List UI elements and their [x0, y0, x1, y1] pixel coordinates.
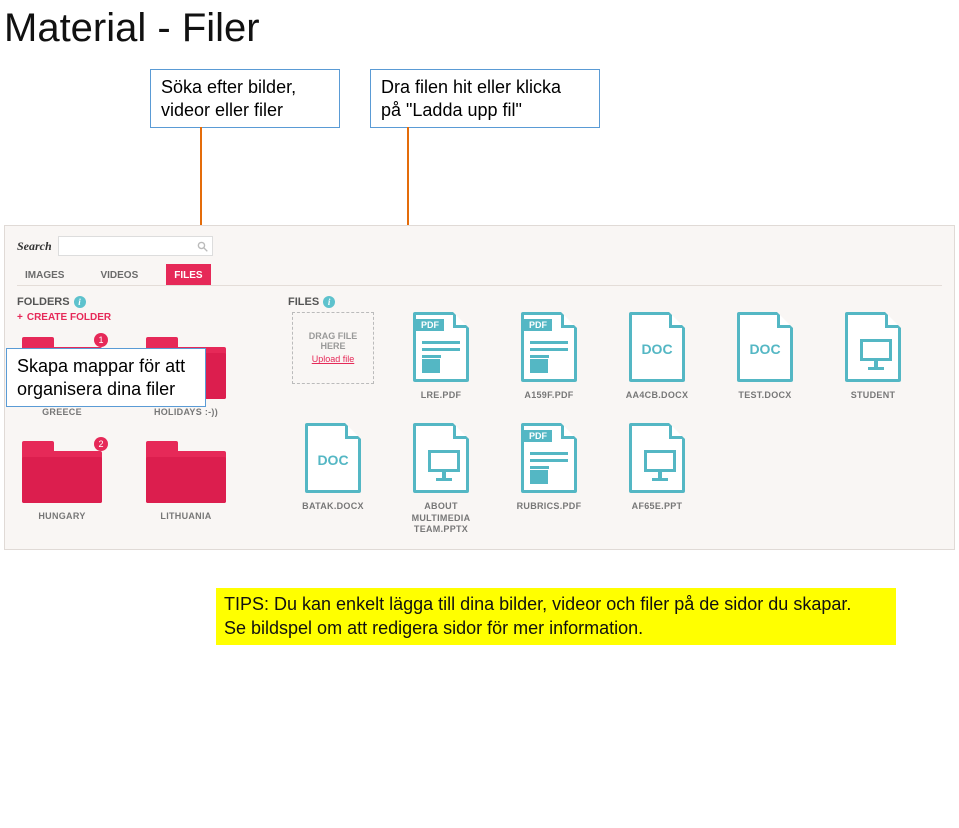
file-item[interactable]: AF65E.PPT — [612, 423, 702, 535]
doc-file-icon: DOC — [729, 312, 801, 384]
file-label: STUDENT — [828, 390, 918, 401]
callout-organize: Skapa mappar för att organisera dina fil… — [6, 348, 206, 407]
folder-badge: 1 — [94, 333, 108, 347]
file-item[interactable]: PDF RUBRICS.PDF — [504, 423, 594, 535]
file-item[interactable]: STUDENT — [828, 312, 918, 401]
folder-label: HUNGARY — [17, 511, 107, 521]
pdf-file-icon: PDF — [513, 312, 585, 384]
folder-label: GREECE — [17, 407, 107, 417]
file-item[interactable]: PDF LRE.PDF — [396, 312, 486, 401]
file-label: AA4CB.DOCX — [612, 390, 702, 401]
file-label: TEST.DOCX — [720, 390, 810, 401]
tab-files[interactable]: FILES — [166, 264, 210, 285]
folder-badge: 2 — [94, 437, 108, 451]
upload-dropzone[interactable]: DRAG FILEHERE Upload file — [292, 312, 374, 384]
ppt-file-icon — [405, 423, 477, 495]
file-label: RUBRICS.PDF — [504, 501, 594, 512]
folder-label: HOLIDAYS :-)) — [141, 407, 231, 417]
file-label: BATAK.DOCX — [288, 501, 378, 512]
file-item[interactable]: DOC AA4CB.DOCX — [612, 312, 702, 401]
file-label: LRE.PDF — [396, 390, 486, 401]
file-label: A159F.PDF — [504, 390, 594, 401]
file-item[interactable]: PDF A159F.PDF — [504, 312, 594, 401]
tips-line1: TIPS: Du kan enkelt lägga till dina bild… — [224, 592, 888, 616]
folder-label: LITHUANIA — [141, 511, 231, 521]
file-label: ABOUT MULTIMEDIA TEAM.PPTX — [396, 501, 486, 535]
tips-line2: Se bildspel om att redigera sidor för me… — [224, 616, 888, 640]
page-title: Material - Filer — [0, 0, 959, 69]
files-heading: FILES — [288, 296, 319, 308]
arrow-icon — [200, 127, 202, 239]
folder-icon: 2 — [22, 441, 102, 503]
tab-images[interactable]: IMAGES — [17, 264, 72, 285]
file-item[interactable]: DOC BATAK.DOCX — [288, 423, 378, 535]
info-icon[interactable]: i — [323, 296, 335, 308]
create-folder-button[interactable]: +CREATE FOLDER — [17, 312, 272, 323]
doc-file-icon: DOC — [621, 312, 693, 384]
pdf-file-icon: PDF — [513, 423, 585, 495]
ppt-file-icon — [621, 423, 693, 495]
search-icon — [197, 241, 208, 252]
callout-search: Söka efter bilder, videor eller filer — [150, 69, 340, 128]
search-input[interactable] — [58, 236, 213, 256]
search-label: Search — [17, 239, 52, 254]
callout-upload: Dra filen hit eller klicka på "Ladda upp… — [370, 69, 600, 128]
file-item[interactable]: DOC TEST.DOCX — [720, 312, 810, 401]
file-label: AF65E.PPT — [612, 501, 702, 512]
media-tabs: IMAGES VIDEOS FILES — [17, 264, 942, 286]
folder-icon — [146, 441, 226, 503]
tab-videos[interactable]: VIDEOS — [92, 264, 146, 285]
file-item[interactable]: ABOUT MULTIMEDIA TEAM.PPTX — [396, 423, 486, 535]
doc-file-icon: DOC — [297, 423, 369, 495]
info-icon[interactable]: i — [74, 296, 86, 308]
pdf-file-icon: PDF — [405, 312, 477, 384]
tips-box: TIPS: Du kan enkelt lägga till dina bild… — [216, 588, 896, 645]
folder-item[interactable]: LITHUANIA — [141, 441, 231, 521]
ppt-file-icon — [837, 312, 909, 384]
dropzone-text: DRAG FILEHERE — [309, 332, 358, 352]
folder-item[interactable]: 2 HUNGARY — [17, 441, 107, 521]
folders-heading: FOLDERS — [17, 296, 70, 308]
upload-file-link[interactable]: Upload file — [312, 354, 355, 364]
